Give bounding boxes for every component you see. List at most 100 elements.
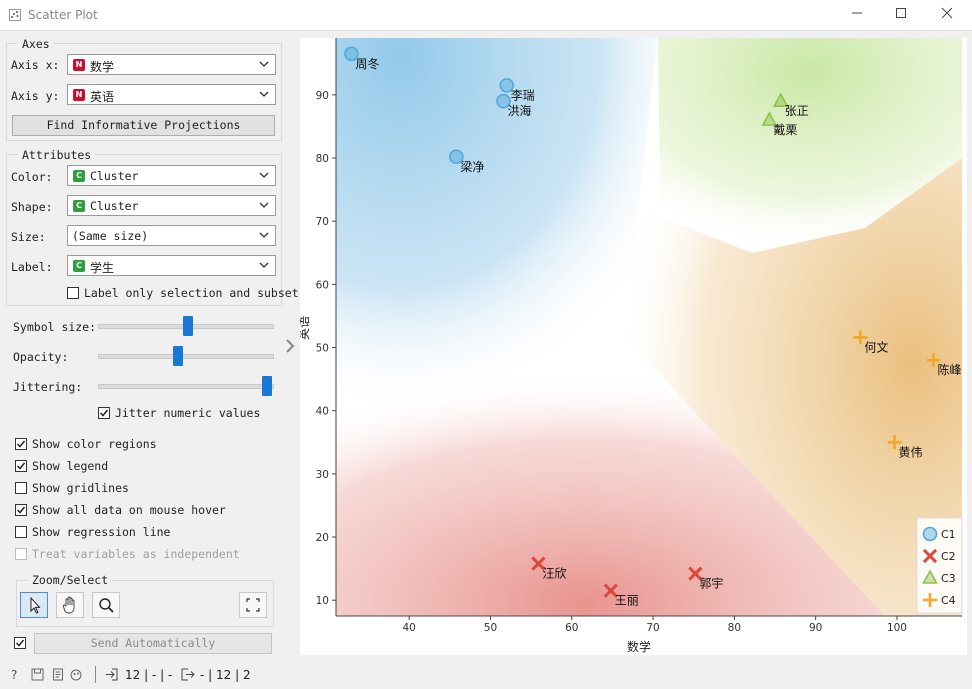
label-only-selection-checkbox[interactable] [67,287,79,299]
legend-marker-c4[interactable] [923,593,937,607]
y-tick-label: 80 [316,153,329,165]
axis-x-combo[interactable]: N 数学 [67,54,276,75]
chart-legend: C1 C2 C3 C4 [916,517,963,614]
opacity-slider-handle[interactable] [173,346,184,366]
chevron-right-icon[interactable] [283,338,297,354]
scatter-plot-app-icon [9,9,21,21]
y-tick-label: 20 [316,532,329,544]
option-checkbox[interactable] [15,526,27,538]
zoom-tool-button[interactable] [92,592,120,618]
y-tick-label: 90 [316,90,329,102]
option-checkbox[interactable] [15,504,27,516]
legend-label: C2 [941,550,956,563]
option-checkbox[interactable] [15,438,27,450]
select-tool-button[interactable] [20,592,48,618]
jitter-numeric-checkbox[interactable] [98,407,110,419]
point-c2[interactable] [603,583,618,598]
magnifier-icon [99,598,114,613]
zoom-select-group [16,580,274,627]
maximize-icon [896,8,906,18]
help-icon[interactable]: ? [10,668,22,682]
opacity-slider-track[interactable] [98,354,274,359]
x-axis-title: 数学 [627,639,651,654]
axes-group [6,43,282,141]
size-combo[interactable]: (Same size) [67,225,276,246]
checkmark-icon [16,440,26,448]
option-checkbox[interactable] [15,482,27,494]
size-label: Size: [11,230,46,244]
status-divider [95,666,96,683]
symbol-size-slider-handle[interactable] [183,316,194,336]
point-c2[interactable] [531,556,546,571]
point-label: 李瑞 [511,87,535,102]
axis-y-combo[interactable]: N 英语 [67,84,276,105]
x-tick-label: 90 [809,622,822,634]
save-icon[interactable] [31,668,44,681]
x-tick-label: 60 [565,622,578,634]
option-label: Show legend [32,459,109,473]
close-button[interactable] [924,2,970,28]
point-label: 洪海 [507,103,531,118]
point-label: 王丽 [615,594,639,608]
point-c2[interactable] [688,566,703,581]
title-bar: Scatter Plot [0,0,972,31]
hand-icon [62,596,75,614]
point-c4[interactable] [887,435,902,450]
chevron-down-icon [259,232,269,238]
close-icon [941,7,953,19]
checkmark-icon [15,639,25,647]
categorical-variable-icon: C [73,200,85,212]
report-icon[interactable] [52,668,64,681]
color-combo[interactable]: C Cluster [67,165,276,186]
output-summary: - | 12 | 2 [200,668,251,682]
find-informative-projections-button[interactable]: Find Informative Projections [12,115,275,136]
point-c1[interactable] [344,46,359,62]
jittering-slider-handle[interactable] [262,376,272,396]
point-c1[interactable] [499,78,515,93]
checkmark-icon [16,506,26,514]
point-c1[interactable] [449,149,464,165]
point-c3[interactable] [772,92,789,107]
point-c3[interactable] [761,111,778,126]
checkmark-icon [99,409,109,417]
point-c4[interactable] [926,353,941,368]
option-label: Treat variables as independent [32,547,240,561]
chevron-down-icon [259,202,269,208]
legend-marker-c1[interactable] [922,526,938,542]
point-label: 陈峰 [938,362,962,377]
legend-marker-c3[interactable] [922,569,938,584]
legend-label: C1 [941,528,956,541]
point-c1[interactable] [496,93,511,109]
legend-box [916,517,963,614]
label-label: Label: [11,260,53,274]
legend-marker-c2[interactable] [922,548,938,564]
point-c4[interactable] [853,330,868,345]
region-c3 [658,38,962,253]
scatter-plot-view[interactable]: 40 50 60 70 80 90 100 10 20 30 40 50 60 70 80 90 数学 英语 周冬… [297,38,967,655]
y-tick-label: 70 [316,216,329,228]
scatter-plot-canvas[interactable]: 40 50 60 70 80 90 100 10 20 30 40 50 60 70 80 90 数学 英语 周冬… [297,38,967,655]
point-label: 汪欣 [542,567,566,581]
x-tick-label: 100 [887,622,907,634]
shape-combo[interactable]: C Cluster [67,195,276,216]
send-automatically-checkbox[interactable] [14,637,26,649]
axis-y-label: Axis y: [11,89,60,103]
jittering-slider-track[interactable] [98,384,274,389]
y-tick-label: 30 [316,469,329,481]
numeric-variable-icon: N [73,89,85,101]
shape-value: Cluster [90,199,139,213]
option-checkbox[interactable] [15,460,27,472]
send-automatically-button[interactable]: Send Automatically [34,633,272,654]
label-value: 学生 [90,261,115,275]
minimize-button[interactable] [834,2,880,28]
visual-settings-icon[interactable] [70,668,84,681]
attributes-group [6,154,282,306]
color-regions [336,38,962,616]
option-label: Show color regions [32,437,157,451]
label-combo[interactable]: C 学生 [67,255,276,276]
maximize-button[interactable] [878,2,924,28]
region-c2 [336,343,885,616]
zoom-to-fit-button[interactable] [239,592,267,618]
pan-tool-button[interactable] [56,592,84,618]
zoom-select-title: Zoom/Select [28,573,113,587]
